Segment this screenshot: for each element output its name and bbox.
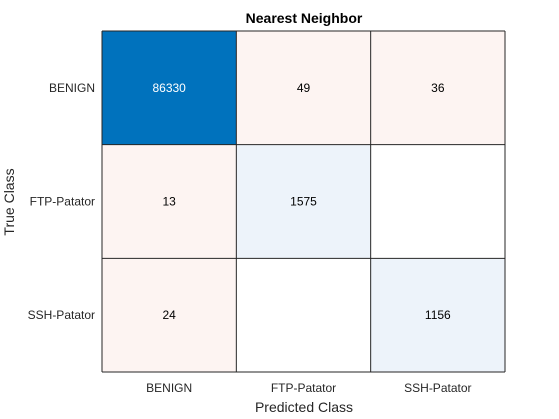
x-axis-label: Predicted Class bbox=[255, 399, 353, 415]
cell-value-2-1: 13 bbox=[162, 195, 176, 209]
column-tick-labels: BENIGN FTP-Patator SSH-Patator bbox=[146, 381, 471, 395]
cell-value-1-1: 86330 bbox=[152, 81, 186, 95]
chart-title: Nearest Neighbor bbox=[246, 10, 363, 26]
cell-2-1 bbox=[102, 144, 237, 259]
cell-value-2-2: 1575 bbox=[290, 195, 317, 209]
cell-value-3-3: 1156 bbox=[425, 308, 451, 322]
cell-value-3-1: 24 bbox=[162, 308, 176, 322]
row-label-3: SSH-Patator bbox=[28, 308, 95, 322]
row-label-2: FTP-Patator bbox=[30, 195, 95, 209]
col-label-1: BENIGN bbox=[146, 381, 192, 395]
row-label-1: BENIGN bbox=[49, 81, 95, 95]
y-axis-label: True Class bbox=[1, 168, 17, 235]
col-label-3: SSH-Patator bbox=[404, 381, 471, 395]
cell-value-1-2: 49 bbox=[297, 81, 311, 95]
cell-2-3 bbox=[370, 144, 505, 259]
row-tick-labels: BENIGN FTP-Patator SSH-Patator bbox=[28, 81, 95, 322]
cell-value-1-3: 36 bbox=[431, 81, 445, 95]
cell-3-1 bbox=[102, 258, 237, 372]
col-label-2: FTP-Patator bbox=[271, 381, 336, 395]
cell-3-2 bbox=[236, 258, 371, 372]
cell-1-1 bbox=[102, 31, 237, 145]
cell-2-2 bbox=[236, 144, 371, 259]
cell-3-3 bbox=[370, 258, 505, 372]
matrix-cells: 86330 49 36 13 1575 24 1156 bbox=[102, 31, 505, 372]
matrix-gridlines bbox=[101, 30, 506, 373]
cell-1-3 bbox=[370, 31, 505, 145]
cell-1-2 bbox=[236, 31, 371, 145]
